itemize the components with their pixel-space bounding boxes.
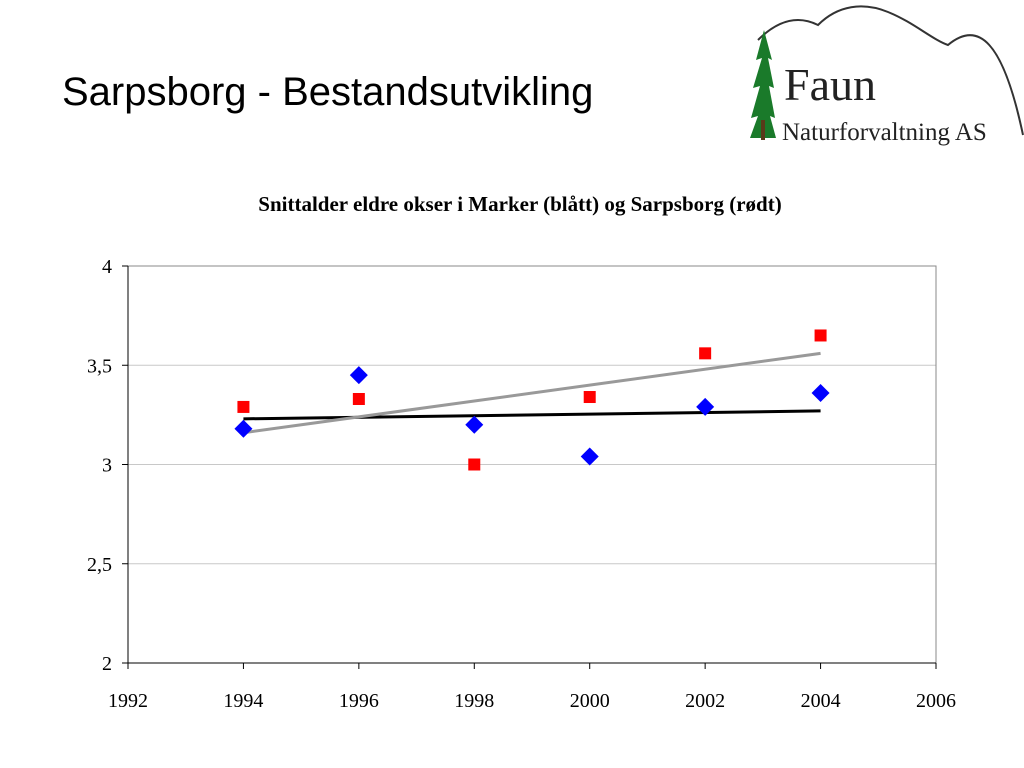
- data-point-square: [468, 458, 481, 471]
- y-tick-label: 2,5: [87, 554, 112, 576]
- x-tick-label: 2000: [570, 690, 610, 712]
- grid-layer: [128, 364, 936, 565]
- y-tick-label: 3,5: [87, 355, 112, 377]
- y-tick-label: 4: [102, 256, 112, 278]
- tree-icon: [750, 30, 776, 140]
- data-point-diamond: [696, 397, 715, 416]
- logo-subtitle: Naturforvaltning AS: [782, 119, 987, 146]
- company-logo: Faun Naturforvaltning AS: [750, 5, 1024, 146]
- trendline: [243, 351, 821, 435]
- data-point-diamond: [234, 419, 253, 438]
- x-tick-label: 2006: [916, 690, 956, 712]
- x-tick-label: 1992: [108, 690, 148, 712]
- logo-hill-outline: [757, 5, 1024, 136]
- x-tick-label: 2004: [801, 690, 841, 712]
- x-tick-label: 2002: [685, 690, 725, 712]
- data-point-diamond: [349, 366, 368, 385]
- x-tick-label: 1994: [223, 690, 263, 712]
- data-point-square: [237, 400, 250, 413]
- slide-title: Sarpsborg - Bestandsutvikling: [62, 70, 594, 114]
- data-point-diamond: [465, 415, 484, 434]
- x-tick-label: 1998: [454, 690, 494, 712]
- point-layer: [234, 329, 830, 471]
- trendline: [243, 409, 821, 421]
- data-point-square: [699, 347, 712, 360]
- data-point-diamond: [580, 447, 599, 466]
- data-point-square: [583, 391, 596, 404]
- data-point-square: [352, 392, 365, 405]
- y-tick-label: 2: [102, 653, 112, 675]
- axis-layer: 2 2,5 3 3,5 4 1992 1994 1996 1998 2000 2002 2004 200…: [87, 256, 956, 712]
- trendline-layer: [243, 351, 821, 435]
- chart-title: Snittalder eldre okser i Marker (blått) …: [258, 192, 782, 216]
- data-point-diamond: [811, 384, 830, 403]
- data-point-square: [814, 329, 827, 342]
- logo-name: Faun: [784, 59, 876, 110]
- y-tick-label: 3: [102, 455, 112, 477]
- x-tick-label: 1996: [339, 690, 379, 712]
